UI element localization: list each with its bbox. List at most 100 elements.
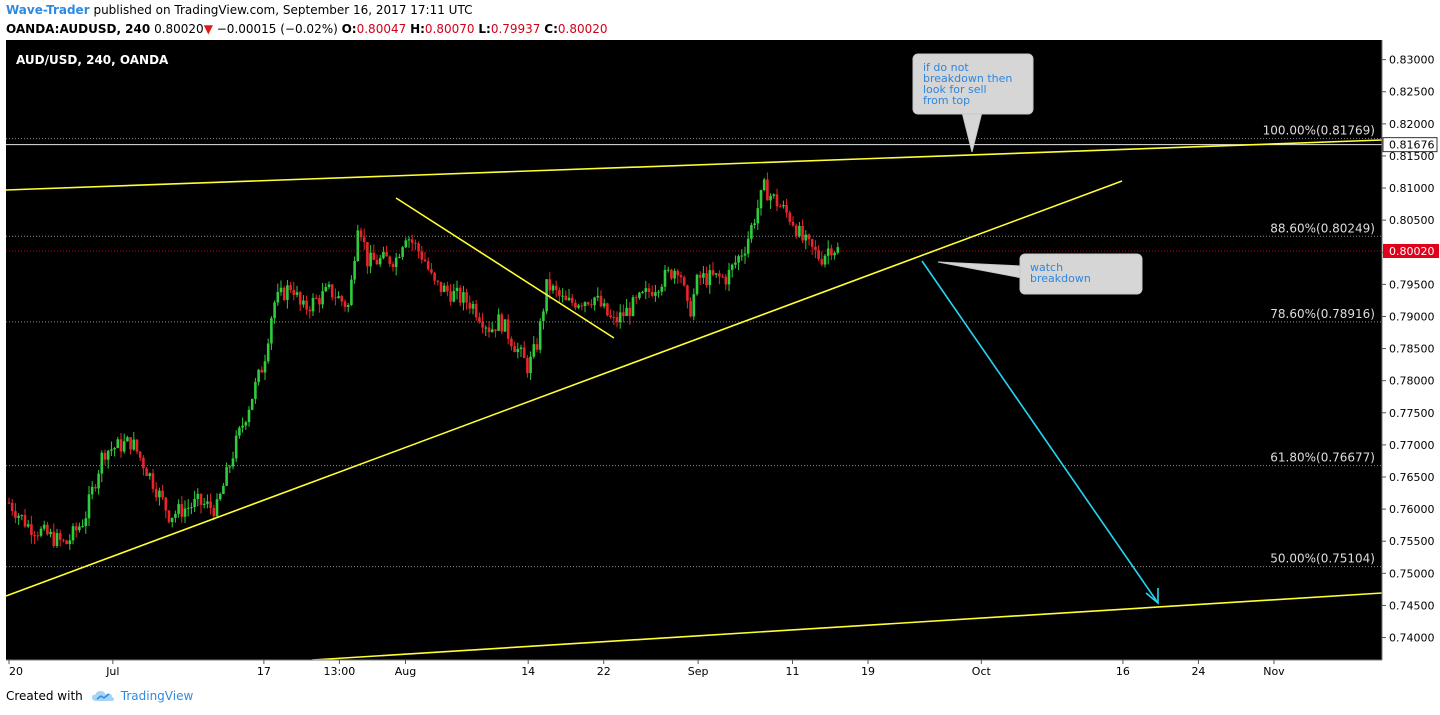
candle-body xyxy=(135,439,139,452)
candle-body xyxy=(359,230,363,238)
candle-body xyxy=(234,435,238,459)
x-tick-label: 13:00 xyxy=(324,665,356,678)
price-chart[interactable]: 100.00%(0.81769) 88.60%(0.80249) 78.60%(0.… xyxy=(0,40,1440,683)
candle-body xyxy=(401,247,404,257)
x-tick-label: 19 xyxy=(861,665,875,678)
candle-body xyxy=(68,540,72,545)
candle-body xyxy=(206,501,209,504)
candle-body xyxy=(362,237,366,243)
candle-body xyxy=(705,273,708,286)
y-tick-label: 0.79000 xyxy=(1389,310,1435,323)
y-tick-label: 0.75000 xyxy=(1389,567,1435,580)
candle-body xyxy=(708,270,712,286)
candle-body xyxy=(436,280,440,282)
candle-body xyxy=(724,276,728,285)
candle-body xyxy=(78,526,81,531)
candle-body xyxy=(660,286,664,292)
published-text: published on TradingView.com, September … xyxy=(93,3,473,17)
fib-levels: 100.00%(0.81769) 88.60%(0.80249) 78.60%(0.… xyxy=(6,124,1382,568)
candle-body xyxy=(122,441,126,452)
callout-text: if do not breakdown then look for sell from… xyxy=(923,61,1012,107)
candle-body xyxy=(202,503,206,505)
candle-body xyxy=(340,296,344,302)
author-link[interactable]: Wave-Trader xyxy=(6,3,90,17)
plot-area[interactable] xyxy=(6,40,1382,660)
candle-body xyxy=(132,439,136,450)
close-value: 0.80020 xyxy=(557,22,608,36)
candle-body xyxy=(353,260,356,280)
candle-body xyxy=(750,225,753,239)
candle-body xyxy=(330,284,334,298)
candle-body xyxy=(574,302,577,308)
x-tick-label: Sep xyxy=(688,665,709,678)
candle-body xyxy=(318,298,321,305)
candle-body xyxy=(817,249,820,260)
candle-body xyxy=(298,292,302,305)
candle-body xyxy=(142,457,145,469)
x-tick-label: Oct xyxy=(972,665,992,678)
candle-body xyxy=(596,295,600,298)
last-price: 0.80020 xyxy=(154,22,204,36)
candle-body xyxy=(641,291,644,293)
candle-body xyxy=(71,526,75,541)
candle-body xyxy=(55,533,59,546)
candle-body xyxy=(622,312,625,317)
candle-body xyxy=(599,295,603,307)
x-tick-label: 22 xyxy=(597,665,611,678)
tradingview-link[interactable]: TradingView xyxy=(120,689,194,703)
candle-body xyxy=(737,256,740,263)
candle-body xyxy=(164,497,168,511)
price-change: −0.00015 (−0.02%) xyxy=(216,22,338,36)
candle-body xyxy=(305,300,308,310)
candle-body xyxy=(426,261,430,270)
candle-body xyxy=(84,518,88,527)
candle-body xyxy=(65,540,68,545)
candle-body xyxy=(158,490,161,498)
candle-body xyxy=(218,493,222,500)
candle-body xyxy=(791,221,795,226)
candle-body xyxy=(718,273,721,277)
candle-body xyxy=(263,361,267,373)
low-label: L: xyxy=(478,22,491,36)
candle-body xyxy=(292,290,296,295)
candle-body xyxy=(474,303,478,318)
candle-body xyxy=(327,284,331,288)
candle-body xyxy=(183,508,187,517)
candle-body xyxy=(666,269,670,271)
y-tick-label: 0.79500 xyxy=(1389,278,1435,291)
high-value: 0.80070 xyxy=(424,22,475,36)
time-axis[interactable] xyxy=(6,660,1382,683)
candle-body xyxy=(49,531,52,535)
candle-body xyxy=(398,256,401,258)
candle-body xyxy=(110,449,113,451)
candle-body xyxy=(692,294,696,317)
candle-body xyxy=(676,270,680,276)
candle-body xyxy=(833,252,836,256)
candle-body xyxy=(628,307,632,317)
candle-body xyxy=(7,502,11,504)
candle-body xyxy=(420,251,424,260)
candle-body xyxy=(519,347,523,350)
candle-body xyxy=(250,398,254,410)
candle-body xyxy=(794,225,798,237)
x-tick-label: 16 xyxy=(1116,665,1130,678)
callout-box[interactable] xyxy=(1019,253,1143,295)
candle-body xyxy=(590,304,593,306)
candle-body xyxy=(279,287,283,293)
candle-body xyxy=(689,301,692,317)
candle-body xyxy=(17,515,20,518)
lower-channel-line xyxy=(311,592,1383,661)
candle-body xyxy=(455,287,459,291)
candle-body xyxy=(740,255,744,257)
candle-body xyxy=(39,528,43,536)
close-label: C: xyxy=(544,22,558,36)
candle-body xyxy=(154,488,158,498)
candle-body xyxy=(506,319,510,339)
fib-label: 50.00%(0.75104) xyxy=(1270,552,1375,566)
candle-body xyxy=(119,439,123,452)
callout-box[interactable] xyxy=(912,53,1034,115)
candle-body xyxy=(302,300,305,305)
candle-body xyxy=(558,290,561,296)
candle-body xyxy=(433,272,436,281)
candle-body xyxy=(343,301,347,308)
